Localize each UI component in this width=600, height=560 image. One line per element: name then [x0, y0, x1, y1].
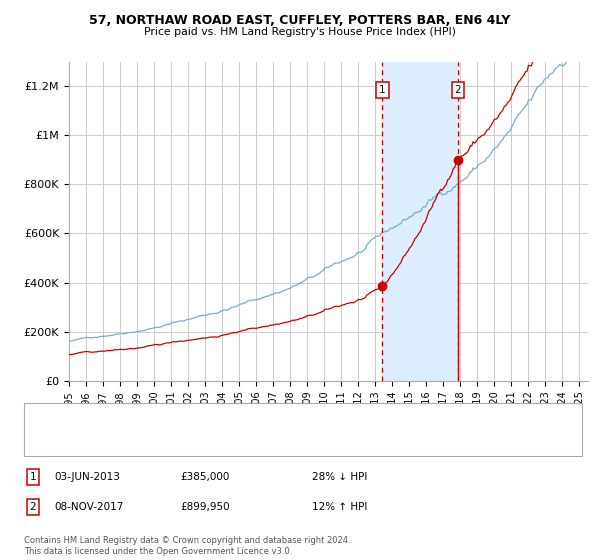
- Text: ——: ——: [39, 437, 64, 450]
- Text: Price paid vs. HM Land Registry's House Price Index (HPI): Price paid vs. HM Land Registry's House …: [144, 27, 456, 37]
- Text: 12% ↑ HPI: 12% ↑ HPI: [312, 502, 367, 512]
- Text: 2: 2: [455, 85, 461, 95]
- Text: 57, NORTHAW ROAD EAST, CUFFLEY, POTTERS BAR, EN6 4LY: 57, NORTHAW ROAD EAST, CUFFLEY, POTTERS …: [89, 14, 511, 27]
- Text: £899,950: £899,950: [180, 502, 230, 512]
- Text: ——: ——: [39, 412, 64, 424]
- Text: 1: 1: [379, 85, 386, 95]
- Text: 08-NOV-2017: 08-NOV-2017: [54, 502, 124, 512]
- Text: £385,000: £385,000: [180, 472, 229, 482]
- Text: 03-JUN-2013: 03-JUN-2013: [54, 472, 120, 482]
- Text: HPI: Average price, detached house, Welwyn Hatfield: HPI: Average price, detached house, Welw…: [78, 438, 343, 448]
- Text: Contains HM Land Registry data © Crown copyright and database right 2024.
This d: Contains HM Land Registry data © Crown c…: [24, 536, 350, 556]
- Text: 1: 1: [29, 472, 37, 482]
- Text: 57, NORTHAW ROAD EAST, CUFFLEY, POTTERS BAR, EN6 4LY (detached house): 57, NORTHAW ROAD EAST, CUFFLEY, POTTERS …: [78, 413, 470, 423]
- Text: 28% ↓ HPI: 28% ↓ HPI: [312, 472, 367, 482]
- Text: 2: 2: [29, 502, 37, 512]
- Bar: [382, 62, 458, 381]
